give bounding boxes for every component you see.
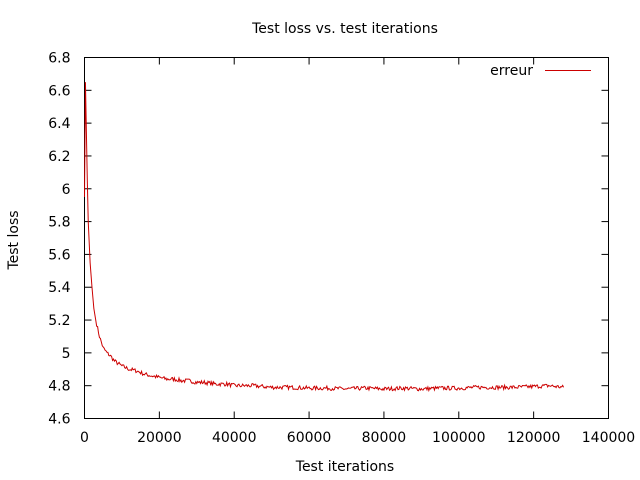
y-tick-label: 6.6 — [48, 83, 70, 99]
y-tick-label: 6.2 — [48, 149, 70, 165]
x-tick-label: 140000 — [582, 430, 635, 446]
x-tick-label: 120000 — [507, 430, 560, 446]
x-tick-label: 100000 — [432, 430, 485, 446]
y-tick-label: 6 — [62, 182, 71, 198]
x-tick-label: 60000 — [287, 430, 332, 446]
x-axis-label: Test iterations — [295, 459, 394, 475]
y-tick-label: 5.6 — [48, 247, 70, 263]
y-tick-label: 4.8 — [48, 379, 70, 395]
y-tick-label: 6.4 — [48, 116, 70, 132]
y-tick-label: 5 — [62, 346, 71, 362]
y-axis-label: Test loss — [6, 210, 22, 270]
y-axis: 4.6 4.8 5 5.2 5.4 5.6 5.8 6 6.2 6.4 6.6 6.8 — [48, 51, 609, 428]
x-tick-label: 80000 — [362, 430, 407, 446]
y-tick-label: 5.2 — [48, 313, 70, 329]
y-tick-label: 6.8 — [48, 51, 70, 67]
y-tick-label: 5.8 — [48, 215, 70, 231]
x-tick-label: 20000 — [137, 430, 182, 446]
x-tick-label: 40000 — [212, 430, 257, 446]
x-axis: 0 20000 40000 60000 80000 100000 120000 140000 — [80, 57, 635, 446]
plot-frame — [84, 57, 609, 419]
y-tick-label: 5.4 — [48, 280, 70, 296]
y-tick-label: 4.6 — [48, 412, 70, 428]
series-line-erreur — [84, 82, 565, 393]
legend-label-erreur: erreur — [490, 63, 533, 79]
chart-title: Test loss vs. test iterations — [251, 21, 438, 37]
x-tick-label: 0 — [80, 430, 89, 446]
legend: erreur — [490, 63, 591, 79]
